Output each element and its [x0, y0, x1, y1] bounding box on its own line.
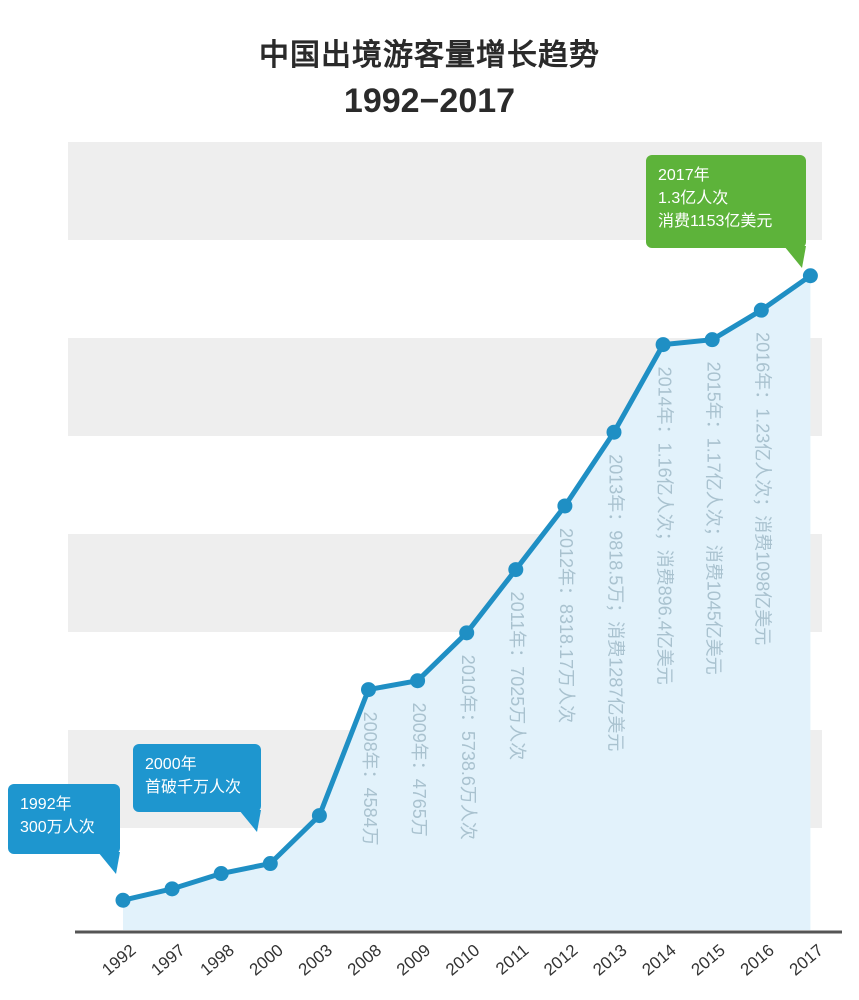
data-point — [606, 424, 622, 440]
annotation-label: 2016年：1.23亿人次；消费1098亿美元 — [753, 332, 773, 645]
series-line-layer — [115, 268, 818, 908]
data-point — [311, 808, 327, 824]
x-tick-label: 2011 — [492, 941, 532, 979]
chart-title: 中国出境游客量增长趋势 — [259, 39, 600, 72]
data-point — [753, 302, 769, 318]
x-tick-label: 2015 — [688, 941, 729, 980]
x-tick-label: 2000 — [246, 941, 287, 980]
x-tick-label: 2016 — [737, 941, 778, 980]
data-point — [655, 337, 671, 353]
callout-text: 消费1153亿美元 — [658, 212, 772, 230]
data-point — [557, 498, 573, 514]
x-tick-label: 1992 — [98, 941, 139, 980]
annotation-layer: 2008年：4584万 2009年：4765万 2010年：5738.6万人次 201… — [360, 332, 773, 846]
callout-tail — [239, 810, 261, 832]
x-tick-label: 2014 — [638, 941, 679, 980]
callout-box — [8, 784, 120, 854]
area-layer — [123, 275, 811, 930]
callout-tail — [98, 852, 120, 874]
annotation-label: 2012年：8318.17万人次 — [556, 528, 576, 723]
callout-tail — [784, 246, 806, 268]
annotation-label: 2008年：4584万 — [360, 712, 380, 846]
callout-text: 2000年 — [145, 755, 197, 773]
callout-box — [646, 155, 806, 248]
annotation-label: 2009年：4765万 — [409, 703, 429, 837]
annotation-label: 2013年：9818.5万；消费1287亿美元 — [605, 454, 625, 751]
x-tick-label: 2012 — [540, 941, 581, 980]
data-point — [262, 856, 278, 872]
annotation-label: 2010年：5738.6万人次 — [458, 655, 478, 840]
data-point — [410, 673, 426, 689]
x-tick-label: 2009 — [393, 941, 434, 980]
x-tick-label: 1998 — [197, 941, 238, 980]
x-tick-label: 1997 — [147, 941, 188, 980]
callout: 1992年 300万人次 — [8, 784, 120, 874]
data-point — [704, 332, 720, 348]
area-fill — [123, 275, 811, 930]
data-point — [361, 682, 376, 698]
data-point — [164, 881, 180, 897]
data-point — [213, 866, 229, 882]
annotation-label: 2011年：7025万人次 — [507, 592, 527, 761]
annotation-label: 2014年：1.16亿人次；消费896.4亿美元 — [654, 367, 674, 685]
chart-subtitle: 1992−2017 — [343, 82, 516, 120]
callout-text: 300万人次 — [20, 818, 95, 836]
callout-box — [133, 744, 261, 812]
data-point — [508, 562, 524, 578]
annotation-label: 2015年：1.17亿人次；消费1045亿美元 — [703, 362, 723, 675]
x-tick-label: 2010 — [442, 941, 483, 980]
x-tick-label: 2013 — [589, 941, 630, 980]
x-tick-label: 2008 — [344, 941, 385, 980]
callout-text: 1.3亿人次 — [658, 189, 728, 207]
callout-text: 2017年 — [658, 166, 710, 184]
x-axis: 1992 1997 1998 2000 2003 2008 2009 2010 2011 2012… — [75, 930, 842, 980]
data-point — [459, 625, 475, 641]
callout-text: 1992年 — [20, 795, 72, 813]
data-point — [802, 268, 818, 284]
data-point — [115, 892, 131, 908]
callout-text: 首破千万人次 — [145, 778, 241, 796]
x-tick-label: 2003 — [295, 941, 336, 980]
x-tick-label: 2017 — [786, 941, 827, 980]
